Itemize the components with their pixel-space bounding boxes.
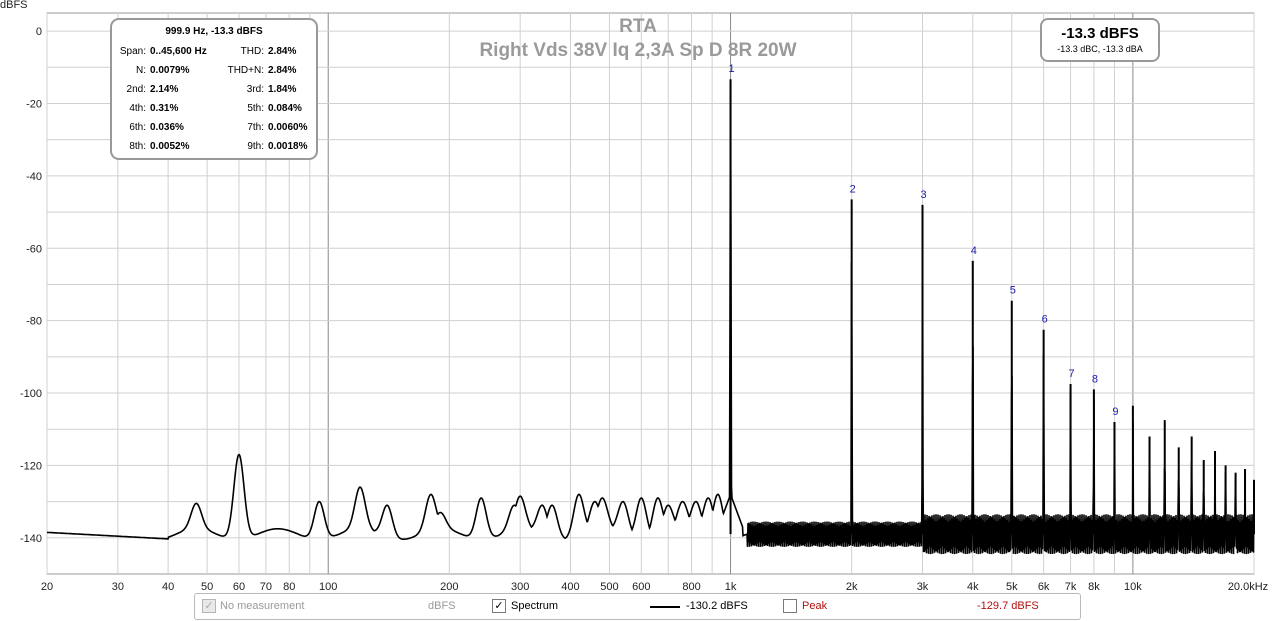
x-tick-label: 4k	[967, 581, 979, 593]
chart-subtitle: Right Vds 38V Iq 2,3A Sp D 8R 20W	[479, 40, 796, 61]
no-measurement-checkbox[interactable]: ✓	[202, 599, 216, 613]
x-tick-label: 50	[201, 581, 213, 593]
stats-v1: 0.31%	[150, 103, 179, 114]
y-tick-label: 0	[36, 26, 42, 38]
y-tick-label: -20	[26, 98, 42, 110]
harmonic-label: 8	[1092, 373, 1098, 385]
stats-v2: 0.0060%	[268, 122, 308, 133]
stats-row: 2nd: 2.14% 3rd: 1.84%	[114, 80, 307, 99]
harmonic-label: 7	[1069, 368, 1075, 380]
y-tick-label: -80	[26, 316, 42, 328]
stats-k2: 9th:	[247, 141, 264, 152]
stats-v2: 0.0018%	[268, 141, 308, 152]
stats-header: 999.9 Hz, -13.3 dBFS	[165, 26, 263, 37]
stats-k1: 8th:	[129, 141, 146, 152]
spectrum-series	[47, 79, 1255, 555]
level-readout-box: -13.3 dBFS -13.3 dBC, -13.3 dBA	[1040, 18, 1160, 62]
y-tick-label: -40	[26, 171, 42, 183]
peak-label: Peak	[802, 600, 828, 612]
stats-v1: 0.0052%	[150, 141, 190, 152]
spectrum-swatch	[650, 606, 680, 608]
harmonic-label: 4	[971, 245, 977, 257]
level-main: -13.3 dBFS	[1061, 25, 1139, 42]
x-tick-label: 3k	[917, 581, 929, 593]
x-tick-label: 2k	[846, 581, 858, 593]
stats-v2: 2.84%	[268, 46, 297, 57]
x-tick-label: 7k	[1065, 581, 1077, 593]
no-measurement-label: No measurement	[220, 600, 305, 612]
chart-title: RTA	[619, 16, 657, 37]
x-tick-label: 500	[600, 581, 618, 593]
x-tick-label: 1k	[725, 581, 737, 593]
stats-k1: 2nd:	[126, 84, 146, 95]
stats-v2: 0.084%	[268, 103, 302, 114]
x-tick-label: 60	[233, 581, 245, 593]
x-tick-label: 600	[632, 581, 650, 593]
x-tick-label: 100	[319, 581, 337, 593]
distortion-stats-box: 999.9 Hz, -13.3 dBFS Span: 0..45,600 Hz TH…	[110, 18, 318, 160]
stats-row: 8th: 0.0052% 9th: 0.0018%	[114, 137, 307, 156]
stats-k2: 3rd:	[246, 84, 264, 95]
stats-k1: N:	[136, 65, 146, 76]
harmonic-label: 3	[920, 189, 926, 201]
x-tick-label: 70	[260, 581, 272, 593]
x-tick-label: 800	[682, 581, 700, 593]
spectrum-line	[47, 82, 1255, 555]
spectrum-label: Spectrum	[511, 600, 559, 612]
y-tick-label: -120	[20, 460, 42, 472]
spectrum-checkbox[interactable]: ✓	[492, 599, 506, 613]
stats-row: N: 0.0079% THD+N: 2.84%	[114, 61, 307, 80]
x-tick-label: 6k	[1038, 581, 1050, 593]
x-tick-label: 80	[283, 581, 295, 593]
level-sub: -13.3 dBC, -13.3 dBA	[1057, 44, 1143, 54]
stats-v1: 0..45,600 Hz	[150, 46, 207, 57]
stats-table: Span: 0..45,600 Hz THD: 2.84% N: 0.0079% THD+N…	[114, 42, 308, 156]
harmonic-labels: 1 2 3 4 5 6 7 8 9	[728, 63, 1118, 418]
stats-v1: 0.0079%	[150, 65, 190, 76]
stats-row: Span: 0..45,600 Hz THD: 2.84%	[114, 42, 307, 61]
stats-v2: 2.84%	[268, 65, 297, 76]
x-tick-label: 400	[561, 581, 579, 593]
stats-k2: THD:	[240, 46, 264, 57]
y-tick-label: -60	[26, 243, 42, 255]
stats-v1: 0.036%	[150, 122, 184, 133]
x-tick-label: 10k	[1124, 581, 1142, 593]
spectrum-value: -130.2 dBFS	[686, 600, 748, 612]
x-tick-label: 8k	[1088, 581, 1100, 593]
harmonic-label: 5	[1010, 285, 1016, 297]
harmonic-label: 6	[1042, 314, 1048, 326]
harmonic-label: 9	[1112, 406, 1118, 418]
stats-k1: 6th:	[129, 122, 146, 133]
peak-checkbox[interactable]	[783, 599, 797, 613]
peak-value: -129.7 dBFS	[977, 600, 1039, 612]
y-tick-label: -100	[20, 388, 42, 400]
stats-k2: THD+N:	[227, 65, 264, 76]
y-tick-label: -140	[20, 533, 42, 545]
stats-v2: 1.84%	[268, 84, 297, 95]
x-tick-label: 5k	[1006, 581, 1018, 593]
y-axis-label: dBFS	[0, 0, 28, 11]
legend-bar: ✓ No measurement dBFS ✓ Spectrum -130.2 …	[194, 593, 1081, 620]
stats-row: 4th: 0.31% 5th: 0.084%	[114, 99, 307, 118]
harmonic-label: 2	[850, 183, 856, 195]
harmonic-label: 1	[728, 63, 734, 75]
x-tick-label: 40	[162, 581, 174, 593]
x-tick-label: 20	[41, 581, 53, 593]
x-tick-label: 30	[112, 581, 124, 593]
stats-k2: 7th:	[247, 122, 264, 133]
no-measurement-unit: dBFS	[428, 600, 456, 612]
x-tick-label: 200	[440, 581, 458, 593]
stats-k1: 4th:	[129, 103, 146, 114]
stats-row: 6th: 0.036% 7th: 0.0060%	[114, 118, 307, 137]
x-tick-label: 20.0kHz	[1228, 581, 1268, 593]
x-tick-label: 300	[511, 581, 529, 593]
axes-labels: 0 -20 -40 -60 -80 -100 -120 -140 20 30 40 50 60 70 80 1…	[20, 26, 1268, 593]
stats-k2: 5th:	[247, 103, 264, 114]
stats-k1: Span:	[119, 46, 146, 57]
stats-v1: 2.14%	[150, 84, 179, 95]
